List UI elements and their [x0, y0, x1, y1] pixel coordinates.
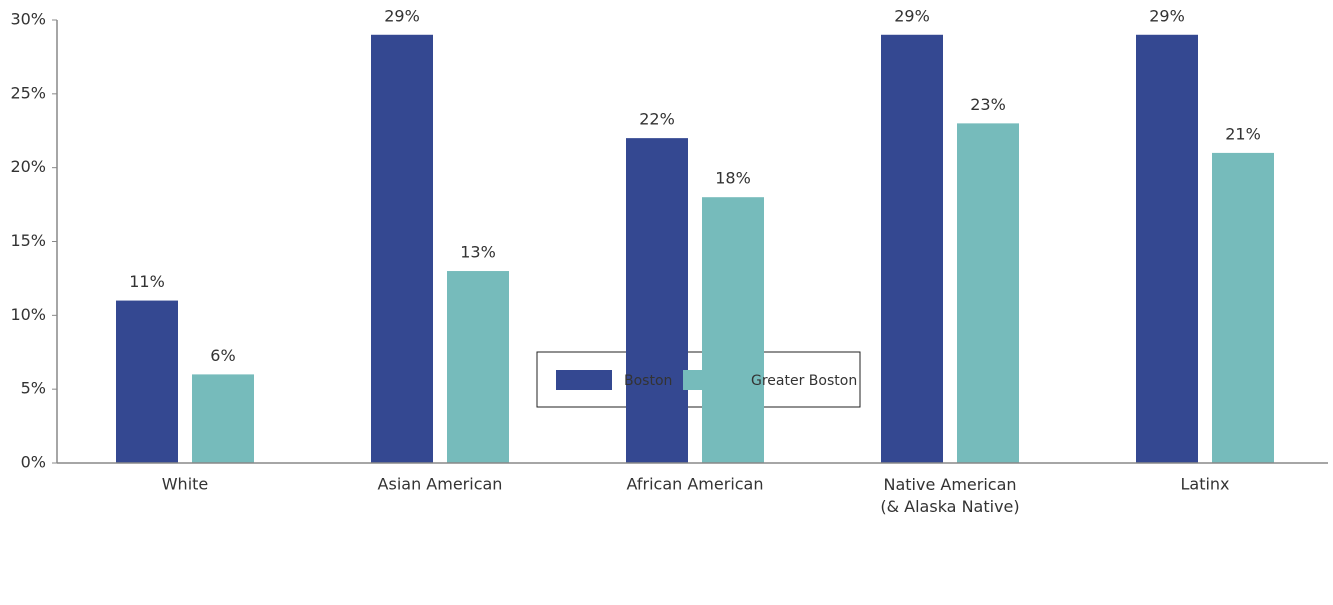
data-label: 11%: [129, 272, 165, 291]
bar: [957, 123, 1019, 463]
data-label: 29%: [384, 6, 420, 25]
data-label: 29%: [1149, 6, 1185, 25]
y-tick-label: 30%: [10, 10, 46, 29]
y-tick-label: 20%: [10, 157, 46, 176]
data-label: 13%: [460, 243, 496, 262]
legend-label: Boston: [624, 373, 672, 389]
data-label: 21%: [1225, 124, 1261, 143]
y-tick-label: 25%: [10, 83, 46, 102]
y-tick-label: 10%: [10, 305, 46, 324]
x-tick-label: African American: [627, 475, 764, 494]
x-tick-label: Latinx: [1180, 475, 1229, 494]
bar: [881, 34, 943, 464]
x-tick-label: Asian American: [378, 475, 503, 494]
legend-swatch: [556, 370, 612, 390]
bar: [192, 374, 254, 463]
bar: [116, 300, 178, 463]
y-tick-label: 5%: [21, 379, 46, 398]
bar: [1136, 34, 1198, 464]
bar: [702, 197, 764, 463]
y-tick-label: 0%: [21, 453, 46, 472]
x-tick-label: White: [162, 475, 209, 494]
bar: [371, 34, 433, 464]
bar: [626, 138, 688, 463]
data-label: 6%: [210, 346, 235, 365]
bar: [1212, 152, 1274, 463]
legend-swatch: [683, 370, 739, 390]
data-label: 18%: [715, 169, 751, 188]
bar: [447, 271, 509, 463]
legend-label: Greater Boston: [751, 373, 857, 389]
data-label: 29%: [894, 6, 930, 25]
x-tick-label: Native American (& Alaska Native): [880, 475, 1019, 516]
data-label: 23%: [970, 95, 1006, 114]
data-label: 22%: [639, 110, 675, 129]
y-tick-label: 15%: [10, 231, 46, 250]
